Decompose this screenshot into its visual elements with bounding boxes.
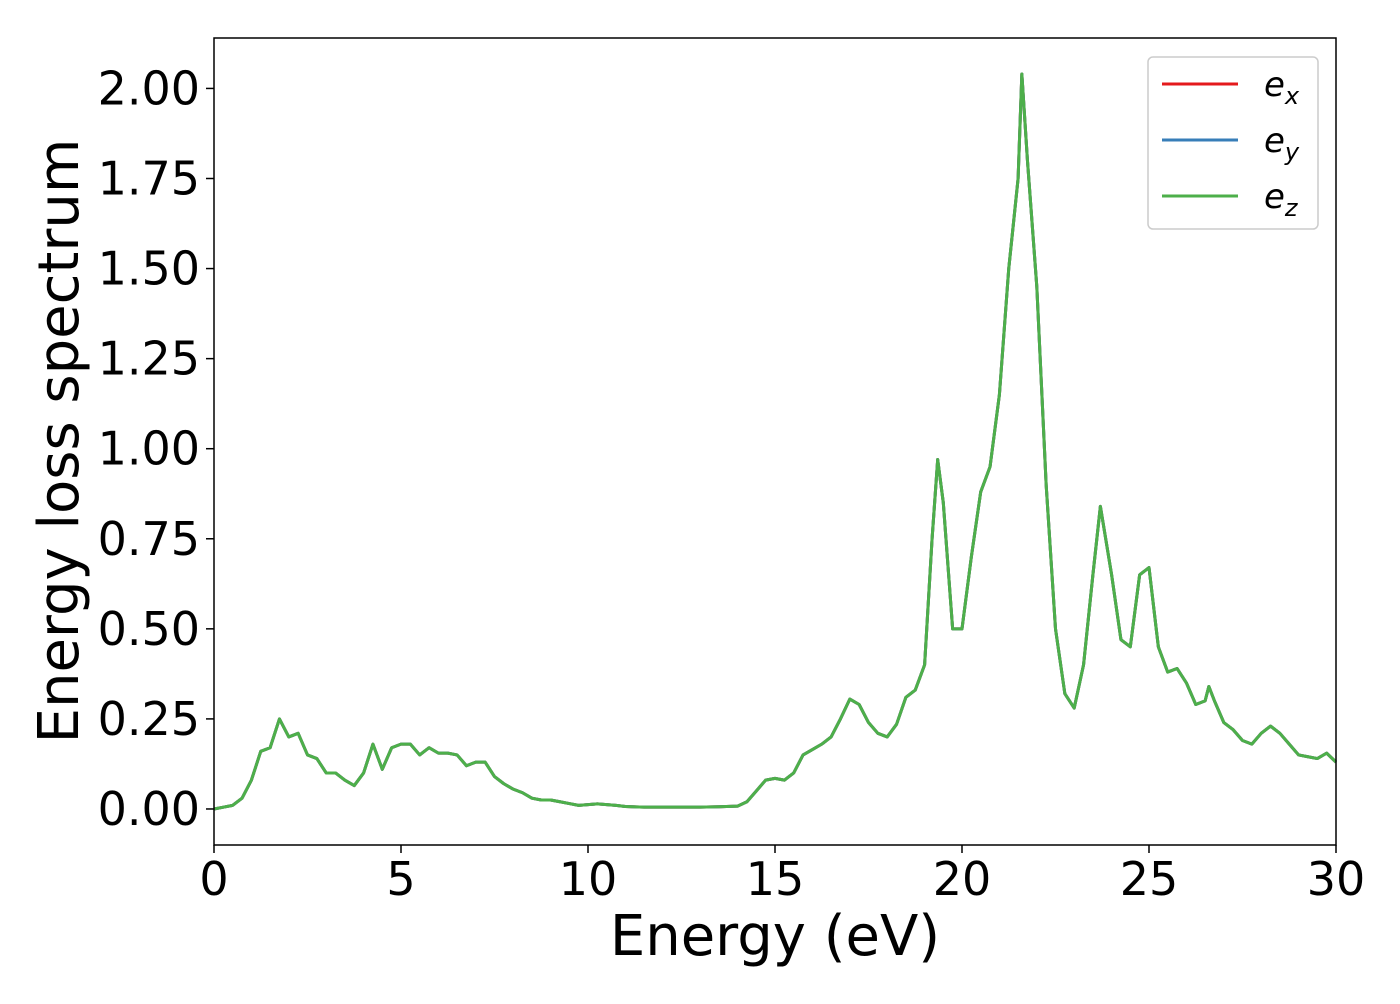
legend-box	[1147, 56, 1319, 230]
legend-label: ez	[1264, 177, 1299, 222]
y-tick-label: 2.00	[98, 61, 200, 115]
y-axis-label: Energy loss spectrum	[27, 139, 92, 744]
y-tick-label: 1.00	[98, 422, 200, 476]
x-axis-label: Energy (eV)	[610, 904, 940, 969]
legend: ex ey ez	[1147, 56, 1319, 230]
y-tick-label: 0.75	[98, 512, 200, 566]
legend-label: ey	[1264, 121, 1300, 166]
x-tick-label: 30	[1307, 852, 1366, 906]
x-tick-label: 25	[1120, 852, 1179, 906]
y-tick-label: 1.50	[98, 242, 200, 296]
y-tick-label: 0.50	[98, 602, 200, 656]
y-tick-label: 0.25	[98, 692, 200, 746]
y-tick-label: 1.75	[98, 152, 200, 206]
legend-label: ex	[1264, 65, 1300, 110]
x-tick-label: 5	[386, 852, 415, 906]
x-tick-label: 15	[746, 852, 805, 906]
plot-frame	[213, 37, 1337, 846]
y-tick-label: 0.00	[98, 782, 200, 836]
x-tick-label: 10	[559, 852, 618, 906]
x-tick-label: 0	[199, 852, 228, 906]
x-tick-label: 20	[933, 852, 992, 906]
series-line	[213, 72, 1338, 811]
y-tick-label: 1.25	[98, 332, 200, 386]
